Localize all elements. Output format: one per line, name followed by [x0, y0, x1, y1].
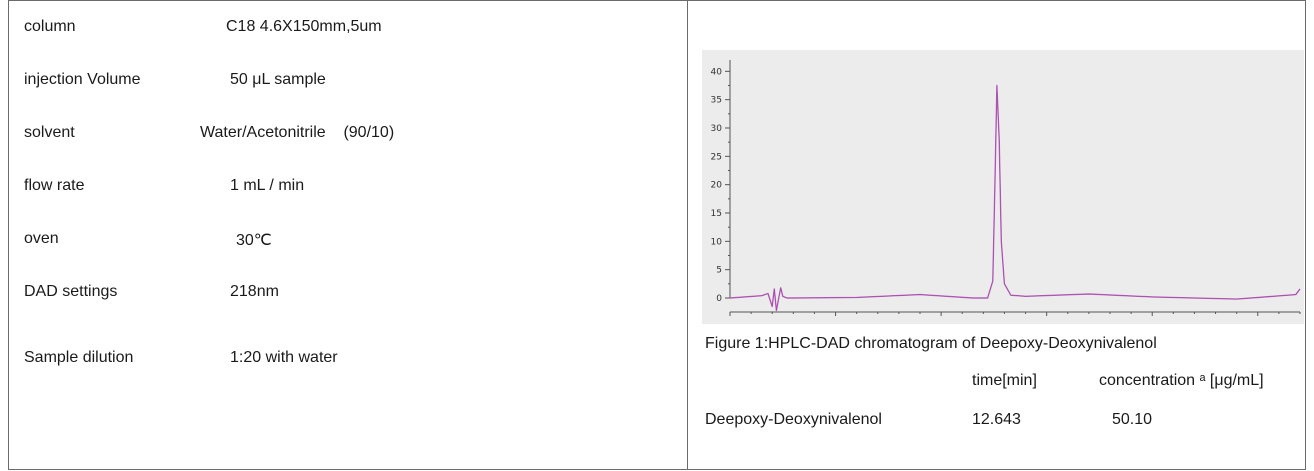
- figure-caption: Figure 1:HPLC-DAD chromatogram of Deepox…: [705, 335, 1157, 352]
- concentration-value: 50.10: [1112, 411, 1153, 428]
- y-tick-label: 10: [711, 237, 723, 247]
- param-label: Sample dilution: [24, 349, 134, 366]
- chromatogram-trace: [729, 84, 1301, 312]
- table-top-border-left: [9, 0, 687, 1]
- y-tick-label: 15: [711, 209, 722, 219]
- document-frame: [8, 0, 1306, 470]
- param-value: C18 4.6X150mm,5um: [226, 18, 382, 35]
- param-label: oven: [24, 230, 59, 247]
- param-value: 218nm: [230, 283, 279, 300]
- param-value: 1 mL / min: [230, 177, 305, 194]
- chromatogram-svg: 0 5 10 15 20 25 30 35 40: [711, 60, 1301, 316]
- chromatogram-trace-outline: [729, 85, 1301, 311]
- column-header-concentration: concentration ᵃ [μg/mL]: [1099, 372, 1264, 389]
- y-tick-label: 30: [711, 124, 723, 134]
- y-tick-label: 40: [711, 67, 723, 77]
- y-tick-label: 25: [711, 152, 722, 162]
- param-label: DAD settings: [24, 283, 118, 300]
- param-value: 30℃: [236, 232, 272, 249]
- param-value: 50 μL sample: [230, 71, 326, 88]
- column-header-time: time[min]: [972, 372, 1037, 389]
- y-tick-label: 5: [716, 266, 722, 276]
- y-tick-label: 20: [711, 181, 723, 191]
- param-value: Water/Acetonitrile (90/10): [200, 124, 395, 141]
- y-tick-label: 35: [711, 96, 722, 106]
- param-label: solvent: [24, 124, 75, 141]
- param-label: injection Volume: [24, 71, 141, 88]
- retention-time: 12.643: [972, 411, 1021, 428]
- table-top-border-right: [688, 0, 1305, 1]
- param-value: 1:20 with water: [230, 349, 338, 366]
- param-label: flow rate: [24, 177, 85, 194]
- column-divider: [687, 0, 688, 470]
- chromatogram-chart: 0 5 10 15 20 25 30 35 40: [702, 50, 1304, 324]
- y-tick-label: 0: [716, 294, 722, 304]
- param-label: column: [24, 18, 76, 35]
- compound-name: Deepoxy-Deoxynivalenol: [705, 411, 882, 428]
